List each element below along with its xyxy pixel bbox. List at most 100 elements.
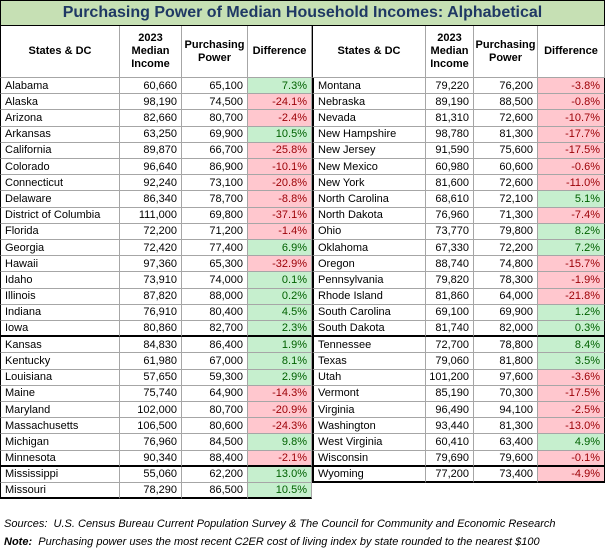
median-income: 81,600 xyxy=(426,175,474,192)
purchasing-power: 74,800 xyxy=(474,256,538,273)
state: Arizona xyxy=(0,110,120,127)
state: Wisconsin xyxy=(312,450,426,467)
median-income: 98,780 xyxy=(426,126,474,143)
purchasing-power: 75,600 xyxy=(474,142,538,159)
state: Texas xyxy=(312,353,426,370)
median-income: 57,650 xyxy=(120,369,182,386)
median-income: 88,740 xyxy=(426,256,474,273)
median-income: 72,200 xyxy=(120,223,182,240)
median-income: 67,330 xyxy=(426,240,474,257)
purchasing-power: 63,400 xyxy=(474,434,538,451)
median-income: 61,980 xyxy=(120,353,182,370)
difference: 10.5% xyxy=(248,126,312,143)
purchasing-power: 72,600 xyxy=(474,110,538,127)
median-income: 63,250 xyxy=(120,126,182,143)
difference: -2.5% xyxy=(538,402,605,419)
state: Washington xyxy=(312,418,426,435)
purchasing-power: 65,300 xyxy=(182,256,248,273)
purchasing-power: 71,200 xyxy=(182,223,248,240)
state: Maryland xyxy=(0,402,120,419)
difference: 4.9% xyxy=(538,434,605,451)
purchasing-power: 60,600 xyxy=(474,159,538,176)
difference: -24.1% xyxy=(248,94,312,111)
difference: -14.3% xyxy=(248,385,312,402)
difference: 6.9% xyxy=(248,240,312,257)
median-income: 77,200 xyxy=(426,466,474,483)
purchasing-power: 69,800 xyxy=(182,207,248,224)
purchasing-power: 65,100 xyxy=(182,78,248,95)
median-income: 72,700 xyxy=(426,337,474,354)
difference: 0.1% xyxy=(248,272,312,289)
state: Ohio xyxy=(312,223,426,240)
difference: -2.4% xyxy=(248,110,312,127)
difference: 1.9% xyxy=(248,337,312,354)
state: Iowa xyxy=(0,321,120,338)
difference: -17.5% xyxy=(538,142,605,159)
purchasing-power: 82,000 xyxy=(474,321,538,338)
purchasing-power: 72,600 xyxy=(474,175,538,192)
purchasing-power: 80,700 xyxy=(182,110,248,127)
state: Missouri xyxy=(0,483,120,500)
difference: 2.9% xyxy=(248,369,312,386)
median-income: 90,340 xyxy=(120,450,182,467)
difference: -1.9% xyxy=(538,272,605,289)
difference: -15.7% xyxy=(538,256,605,273)
state: West Virginia xyxy=(312,434,426,451)
purchasing-power: 74,500 xyxy=(182,94,248,111)
difference: 7.2% xyxy=(538,240,605,257)
state: Delaware xyxy=(0,191,120,208)
difference: -1.4% xyxy=(248,223,312,240)
purchasing-power: 72,100 xyxy=(474,191,538,208)
state: South Dakota xyxy=(312,321,426,338)
difference: -10.1% xyxy=(248,159,312,176)
difference: -8.8% xyxy=(248,191,312,208)
state: Virginia xyxy=(312,402,426,419)
purchasing-power: 79,800 xyxy=(474,223,538,240)
state: Illinois xyxy=(0,288,120,305)
state: Maine xyxy=(0,385,120,402)
median-income: 81,860 xyxy=(426,288,474,305)
median-income: 101,200 xyxy=(426,369,474,386)
median-income: 76,960 xyxy=(426,207,474,224)
difference: -2.1% xyxy=(248,450,312,467)
median-income: 89,190 xyxy=(426,94,474,111)
purchasing-power: 81,300 xyxy=(474,418,538,435)
difference: -20.9% xyxy=(248,402,312,419)
note-line: Note: Purchasing power uses the most rec… xyxy=(4,536,540,548)
purchasing-power: 74,000 xyxy=(182,272,248,289)
difference: -17.7% xyxy=(538,126,605,143)
header-state: States & DC xyxy=(0,26,120,78)
difference: 8.4% xyxy=(538,337,605,354)
state: New Mexico xyxy=(312,159,426,176)
median-income: 85,190 xyxy=(426,385,474,402)
median-income: 60,980 xyxy=(426,159,474,176)
state: Idaho xyxy=(0,272,120,289)
state: Wyoming xyxy=(312,466,426,483)
median-income: 73,770 xyxy=(426,223,474,240)
state: Connecticut xyxy=(0,175,120,192)
difference: -7.4% xyxy=(538,207,605,224)
median-income: 72,420 xyxy=(120,240,182,257)
state: Massachusetts xyxy=(0,418,120,435)
state: South Carolina xyxy=(312,304,426,321)
state: Montana xyxy=(312,78,426,95)
purchasing-power: 62,200 xyxy=(182,466,248,483)
state: Kentucky xyxy=(0,353,120,370)
state: Minnesota xyxy=(0,450,120,467)
difference: 10.5% xyxy=(248,483,312,500)
median-income: 82,660 xyxy=(120,110,182,127)
difference: 8.2% xyxy=(538,223,605,240)
median-income: 81,740 xyxy=(426,321,474,338)
difference: -0.8% xyxy=(538,94,605,111)
difference: 7.3% xyxy=(248,78,312,95)
state: Tennessee xyxy=(312,337,426,354)
purchasing-power: 70,300 xyxy=(474,385,538,402)
state: Oregon xyxy=(312,256,426,273)
state: Indiana xyxy=(0,304,120,321)
state: Georgia xyxy=(0,240,120,257)
difference: -32.9% xyxy=(248,256,312,273)
median-income: 81,310 xyxy=(426,110,474,127)
title: Purchasing Power of Median Household Inc… xyxy=(0,0,605,26)
median-income: 89,870 xyxy=(120,142,182,159)
